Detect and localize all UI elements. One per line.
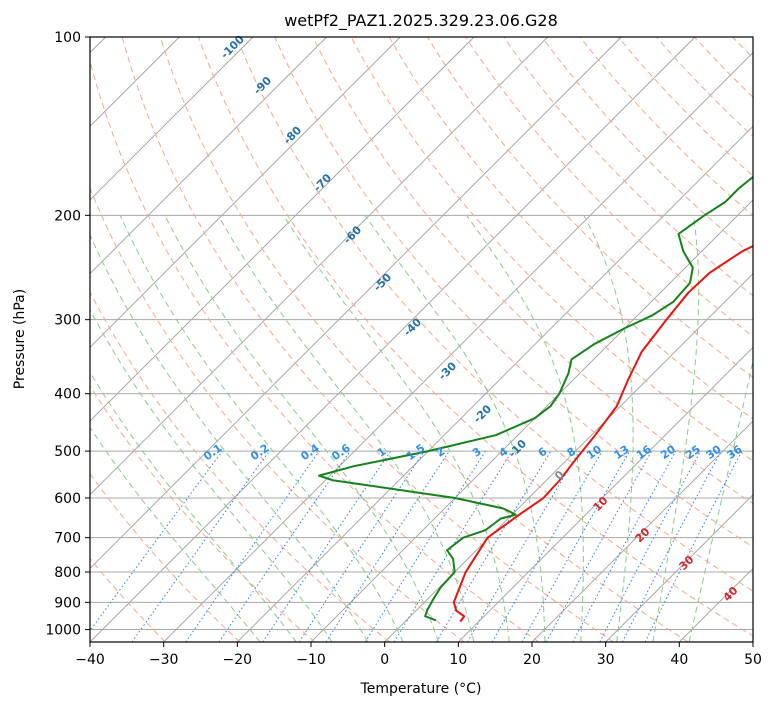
dry-adiabat-line (121, 37, 614, 642)
x-tick-label: 10 (449, 652, 467, 668)
isotherm-line (90, 37, 327, 275)
mixing-ratio-line (218, 450, 351, 642)
mixing-ratio-line (545, 450, 653, 642)
moist-adiabat-line (364, 215, 546, 642)
dry-adiabat-line (503, 37, 753, 297)
x-tick-label: 50 (744, 652, 762, 668)
moist-adiabat-line (283, 215, 510, 642)
mixing-ratio-line (325, 450, 450, 642)
isotherm-line (605, 494, 753, 642)
axis-layer: −40 −30 −20 −10 0 10 20 30 40 50 100 200 300 400 500 60… (45, 30, 762, 668)
moist-adiabat-line (90, 371, 297, 642)
moist-adiabat-line (164, 215, 439, 642)
moist-adiabat-line (90, 426, 261, 642)
dewpoint-profile-line (317, 175, 753, 622)
isotherm-line (237, 125, 753, 642)
isotherm-line (90, 37, 254, 201)
mixing-ratio-line (393, 450, 513, 642)
y-tick-label: 300 (54, 313, 81, 329)
mixing-ratio-line (262, 450, 392, 642)
moist-adiabat-line (466, 215, 584, 642)
temperature-profile-line (452, 244, 753, 623)
isotherm-line (90, 37, 622, 569)
series-layer (317, 175, 753, 623)
dry-adiabat-line (90, 472, 241, 642)
x-axis-label: Temperature (°C) (360, 681, 482, 697)
mixing-ratio-line (185, 450, 320, 642)
grid-layer (90, 37, 753, 642)
dry-adiabat-line (465, 37, 753, 337)
mixing-ratio-line (521, 450, 630, 642)
chart-title: wetPf2_PAZ1.2025.329.23.06.G28 (284, 11, 558, 31)
isotherm-line (90, 37, 696, 642)
moist-adiabat-line (90, 308, 333, 642)
y-tick-label: 500 (54, 444, 81, 460)
dry-adiabat-line (90, 291, 390, 642)
y-tick-label: 400 (54, 387, 81, 403)
isotherm-line (90, 37, 401, 348)
x-tick-label: −20 (223, 652, 253, 668)
dry-adiabat-line (350, 37, 753, 462)
x-tick-label: 20 (523, 652, 541, 668)
dry-adiabat-line (159, 37, 689, 642)
isotherm-line (531, 420, 753, 642)
x-tick-label: 40 (670, 652, 688, 668)
moist-adiabat-line (90, 233, 369, 642)
y-tick-label: 200 (54, 208, 81, 224)
y-tick-label: 900 (54, 595, 81, 611)
dry-adiabat-line (90, 186, 465, 642)
plot-frame (89, 36, 754, 643)
moist-adiabat-line (652, 215, 700, 642)
isotherm-line (310, 199, 753, 642)
dry-adiabat-line (90, 384, 316, 642)
y-tick-label: 800 (54, 565, 81, 581)
isotherm-line (90, 37, 548, 496)
x-tick-label: 0 (380, 652, 389, 668)
x-tick-label: −40 (75, 652, 105, 668)
dry-adiabat-line (312, 37, 753, 505)
dry-adiabat-line (90, 59, 540, 642)
dry-adiabat-line (274, 37, 753, 548)
moist-adiabat-line (583, 215, 634, 642)
mixing-ratio-line (298, 450, 425, 642)
isotherm-line (163, 52, 753, 642)
x-tick-label: −30 (149, 652, 179, 668)
isotherm-line (90, 37, 475, 422)
y-tick-label: 100 (54, 30, 81, 46)
dry-adiabat-line (236, 37, 753, 592)
x-tick-label: −10 (296, 652, 326, 668)
mixing-ratio-line (90, 450, 223, 632)
isotherm-line (458, 346, 753, 642)
mixing-ratio-line (572, 450, 677, 642)
y-axis-label: Pressure (hPa) (12, 289, 28, 389)
mixing-ratio-line (644, 450, 743, 642)
moist-adiabat-line (119, 215, 404, 642)
y-tick-label: 600 (54, 491, 81, 507)
y-tick-label: 700 (54, 531, 81, 547)
y-tick-label: 1000 (45, 622, 81, 638)
dry-adiabat-line (198, 37, 753, 637)
dry-adiabat-line (388, 37, 753, 420)
moist-adiabat-line (217, 215, 475, 642)
mixing-ratio-line (131, 450, 270, 642)
dry-adiabat-line (426, 37, 753, 378)
x-tick-label: 30 (597, 652, 615, 668)
